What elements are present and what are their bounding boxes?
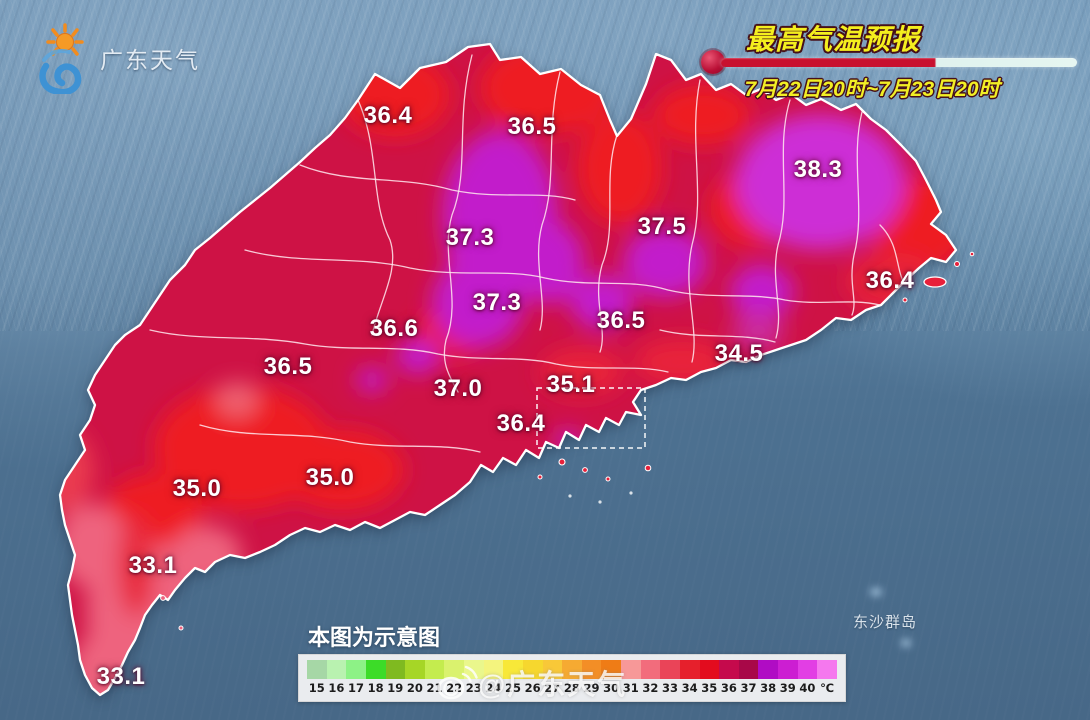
legend-swatch [660,660,680,679]
legend-value: 39 [779,681,796,695]
legend-swatch [562,660,582,679]
legend-cell: 34 [679,660,700,698]
map-note: 本图为示意图 [308,625,441,650]
dashed-region-box [536,387,646,449]
legend-cell: 17 [346,660,366,698]
legend-cell: 29 [581,660,602,698]
legend-cell: 18 [365,660,386,698]
legend-swatch [326,660,347,679]
legend-swatch [365,660,386,679]
legend-swatch [522,660,543,679]
legend-value: 33 [662,681,679,695]
legend-value: 18 [367,681,384,695]
legend-cell: 31 [621,660,641,698]
legend-swatch [424,660,445,679]
legend-value: 31 [622,681,639,695]
legend-cell: 30 [601,660,621,698]
legend-value: 24 [485,681,502,695]
legend-swatch [817,660,837,679]
legend-swatch [307,660,327,679]
legend-value: 35 [701,681,718,695]
legend-swatch [778,660,798,679]
legend-cell: 35 [699,660,720,698]
page-title: 最高气温预报 [745,24,920,55]
legend-cell: 40 [797,660,818,698]
legend-cell: 32 [640,660,661,698]
legend-cell: 27 [542,660,563,698]
legend-value: 20 [406,681,423,695]
legend-cell: 25 [503,660,523,698]
legend-value: 38 [760,681,777,695]
legend-cell: 36 [719,660,739,698]
legend-value: 19 [387,681,404,695]
legend-cell: 15 [307,660,327,698]
legend-cell: 38 [758,660,778,698]
legend-swatch [581,660,602,679]
legend-value: 27 [544,681,561,695]
legend-value: 28 [563,681,580,695]
legend-scale: 15 16 17 18 19 20 21 22 23 24 25 26 27 28 29 30 31 32 33 34… [307,660,837,698]
legend-value: 40 [799,681,816,695]
legend-swatch [758,660,778,679]
legend-cell: 33 [660,660,680,698]
legend-value: 16 [328,681,345,695]
sun-cloud-logo-icon [39,23,84,94]
dongsha-islands-label: 东沙群岛 [853,614,918,631]
legend-swatch [679,660,700,679]
legend-swatch [738,660,759,679]
legend-value: ℃ [820,681,835,695]
brand-logo: 广东天气 [34,22,200,94]
legend-swatch [601,660,621,679]
legend-cell: 20 [405,660,425,698]
legend-swatch [797,660,818,679]
legend-cell: ℃ [817,660,837,698]
legend-cell: 19 [385,660,406,698]
legend-value: 23 [465,681,482,695]
legend-value: 15 [308,681,325,695]
legend-value: 32 [642,681,659,695]
temperature-legend: 15 16 17 18 19 20 21 22 23 24 25 26 27 28 29 30 31 32 33 34… [298,654,846,702]
islands [160,251,975,647]
legend-swatch [542,660,563,679]
legend-value: 30 [603,681,620,695]
legend-value: 34 [681,681,698,695]
legend-value: 22 [446,681,463,695]
temperature-patches [60,44,956,695]
legend-swatch [621,660,641,679]
legend-swatch [444,660,464,679]
legend-cell: 28 [562,660,582,698]
legend-cell: 16 [326,660,347,698]
legend-swatch [405,660,425,679]
legend-swatch [483,660,504,679]
legend-cell: 21 [424,660,445,698]
legend-cell: 22 [444,660,464,698]
legend-cell: 26 [522,660,543,698]
legend-value: 17 [348,681,365,695]
legend-value: 25 [505,681,522,695]
legend-value: 37 [740,681,757,695]
legend-cell: 39 [778,660,798,698]
legend-value: 36 [720,681,737,695]
legend-value: 29 [583,681,600,695]
legend-swatch [503,660,523,679]
forecast-date-range: 7月22日20时~7月23日20时 [744,78,1000,101]
legend-value: 21 [426,681,443,695]
legend-swatch [346,660,366,679]
legend-swatch [719,660,739,679]
legend-swatch [699,660,720,679]
dongsha-islets [870,588,911,647]
legend-swatch [640,660,661,679]
thermometer-graphic [701,50,1081,74]
legend-cell: 37 [738,660,759,698]
prefecture-borders [149,54,906,453]
legend-cell: 24 [483,660,504,698]
brand-name: 广东天气 [100,47,200,73]
legend-swatch [385,660,406,679]
legend-swatch [464,660,484,679]
thermometer-tube [721,57,1077,67]
legend-value: 26 [524,681,541,695]
legend-cell: 23 [464,660,484,698]
